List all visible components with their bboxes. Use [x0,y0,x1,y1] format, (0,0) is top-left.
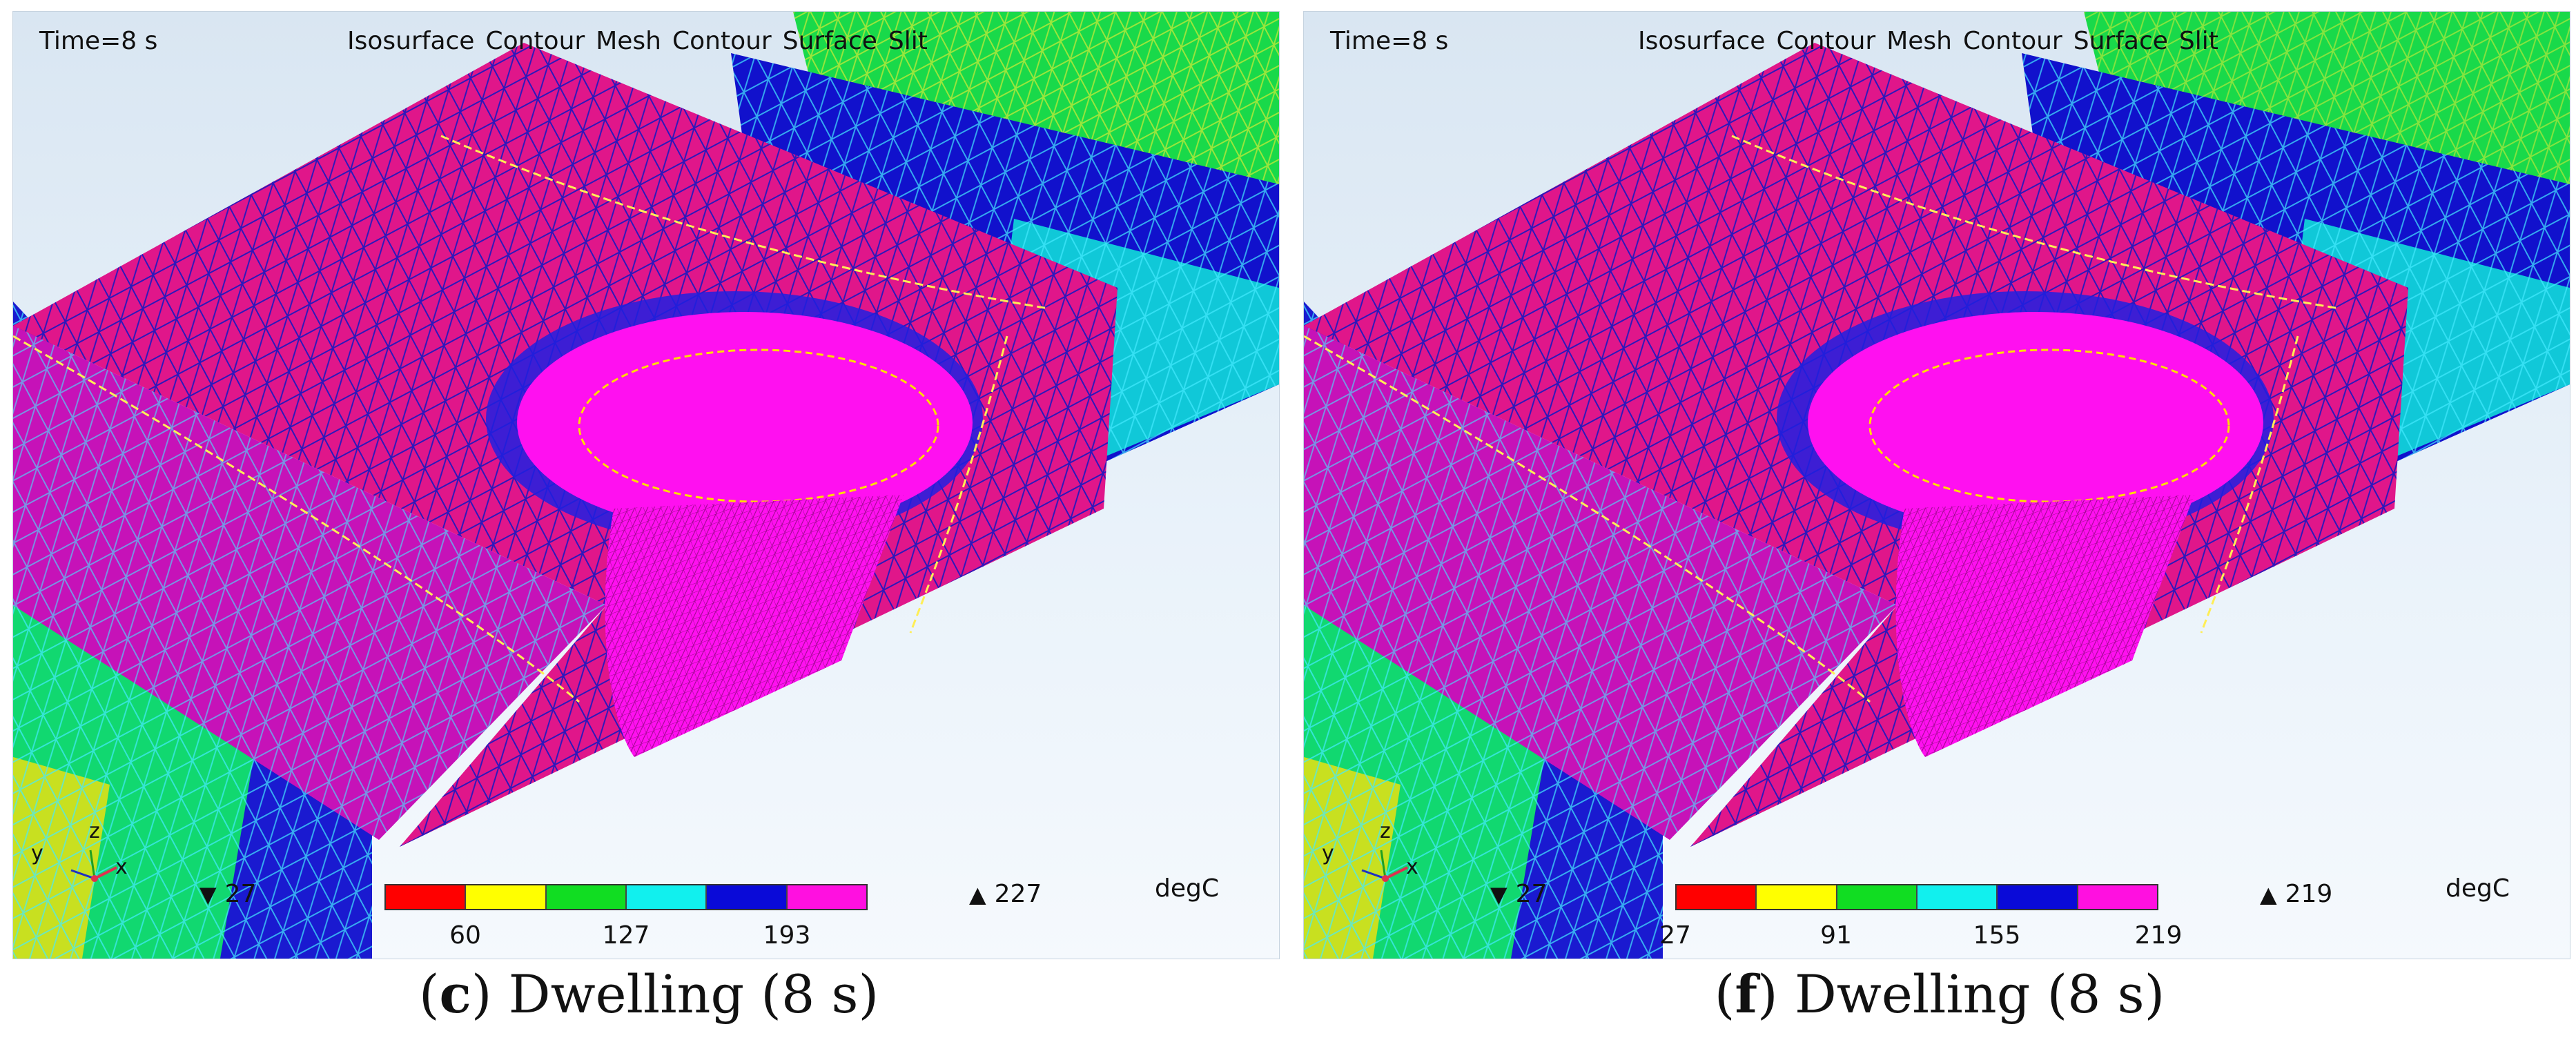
legend-band-3 [1837,885,1918,909]
down-triangle-icon: ▼ [1490,881,1507,907]
fem-temperature-scene-f[interactable] [1304,12,2570,959]
up-triangle-icon: ▲ [969,881,986,907]
color-legend-bar [384,884,868,910]
menu-item-mesh[interactable]: Mesh [596,27,661,55]
unit-label: degC [2446,874,2510,903]
workpiece-top-mesh [13,43,1118,605]
axis-label-x: x [1406,855,1418,879]
caption-f: (f) Dwelling (8 s) [1714,963,2165,1025]
menu-item-mesh[interactable]: Mesh [1886,27,1952,55]
legend-band-2 [466,885,547,909]
legend-band-2 [1757,885,1837,909]
max-value: 219 [2285,880,2333,908]
menu-item-contour[interactable]: Contour [485,27,585,55]
menu-item-surface[interactable]: Surface [782,27,877,55]
isotherm-line-2 [440,135,1049,310]
time-label: Time=8 s [1330,27,1449,55]
weld-pool-contour [1868,349,2230,503]
fem-temperature-scene-c[interactable] [13,12,1279,959]
menu-item-contour[interactable]: Contour [1776,27,1876,55]
menu-item-slit[interactable]: Slit [2178,27,2218,55]
min-value: 27 [1515,880,1548,908]
axis-label-y: y [31,841,43,865]
legend-band-5 [1998,885,2078,909]
weld-pool-top [517,312,973,533]
min-value: 27 [224,880,257,908]
legend-tick-4: 219 [2134,921,2183,950]
menu-item-contour-2[interactable]: Contour [672,27,772,55]
workpiece-front-mesh [13,326,607,840]
render-viewport-f[interactable]: Time=8 s Isosurface Contour Mesh Contour Sur… [1303,11,2570,959]
menu-item-slit[interactable]: Slit [888,27,928,55]
legend-band-4 [1917,885,1998,909]
legend-tick-1: 27 [1659,921,1691,950]
min-value-label: ▼ 27 [199,880,256,908]
isotherm-line-2 [1731,135,2340,310]
max-value-label: ▲ 219 [2260,880,2332,908]
menu-item-contour-2[interactable]: Contour [1962,27,2062,55]
legend-band-1 [386,885,467,909]
xyz-axis-triad-icon [70,850,117,882]
caption-letter: f [1735,963,1758,1025]
workpiece-top-mesh [1304,43,2408,605]
weld-pool-top [1808,312,2263,533]
render-viewport-c[interactable]: Time=8 s Isosurface Contour Mesh Contour Sur… [12,11,1280,959]
down-triangle-icon: ▼ [199,881,217,907]
legend-band-6 [787,885,866,909]
legend-band-5 [707,885,788,909]
up-triangle-icon: ▲ [2260,881,2277,907]
caption-letter: c [439,963,471,1025]
menu-item-isosurface[interactable]: Isosurface [347,27,475,55]
isotherm-line-3 [2200,335,2299,634]
min-value-label: ▼ 27 [1490,880,1547,908]
time-label: Time=8 s [39,27,158,55]
xyz-axis-triad-icon [1361,850,1408,882]
axis-label-z: z [89,819,100,843]
caption-text: Dwelling (8 s) [508,963,879,1025]
legend-tick-1: 60 [449,921,481,950]
plot-menu-bar: Isosurface Contour Mesh Contour Surface Slit [347,27,939,55]
legend-band-4 [626,885,708,909]
legend-tick-2: 91 [1820,921,1852,950]
weld-pool-root-mesh [605,495,904,757]
isotherm-line-1 [13,335,580,703]
legend-band-3 [546,885,627,909]
unit-label: degC [1155,874,1219,903]
legend-tick-3: 155 [1973,921,2021,950]
legend-tick-3: 193 [763,921,811,950]
legend-band-6 [2078,885,2157,909]
workpiece-front-mesh [1304,326,1897,840]
color-legend-bar [1675,884,2158,910]
caption-text: Dwelling (8 s) [1794,963,2165,1025]
menu-item-isosurface[interactable]: Isosurface [1638,27,1766,55]
legend-tick-2: 127 [602,921,650,950]
max-value-label: ▲ 227 [969,880,1042,908]
isotherm-line-1 [1304,335,1871,703]
weld-pool-root-mesh [1895,495,2194,757]
menu-item-surface[interactable]: Surface [2073,27,2168,55]
axis-label-z: z [1380,819,1391,843]
isotherm-line-3 [909,335,1008,634]
caption-c: (c) Dwelling (8 s) [418,963,879,1025]
weld-pool-contour [578,349,939,503]
max-value: 227 [994,880,1042,908]
plot-menu-bar: Isosurface Contour Mesh Contour Surface Slit [1638,27,2229,55]
axis-label-y: y [1322,841,1334,865]
axis-label-x: x [115,855,128,879]
legend-band-1 [1677,885,1757,909]
